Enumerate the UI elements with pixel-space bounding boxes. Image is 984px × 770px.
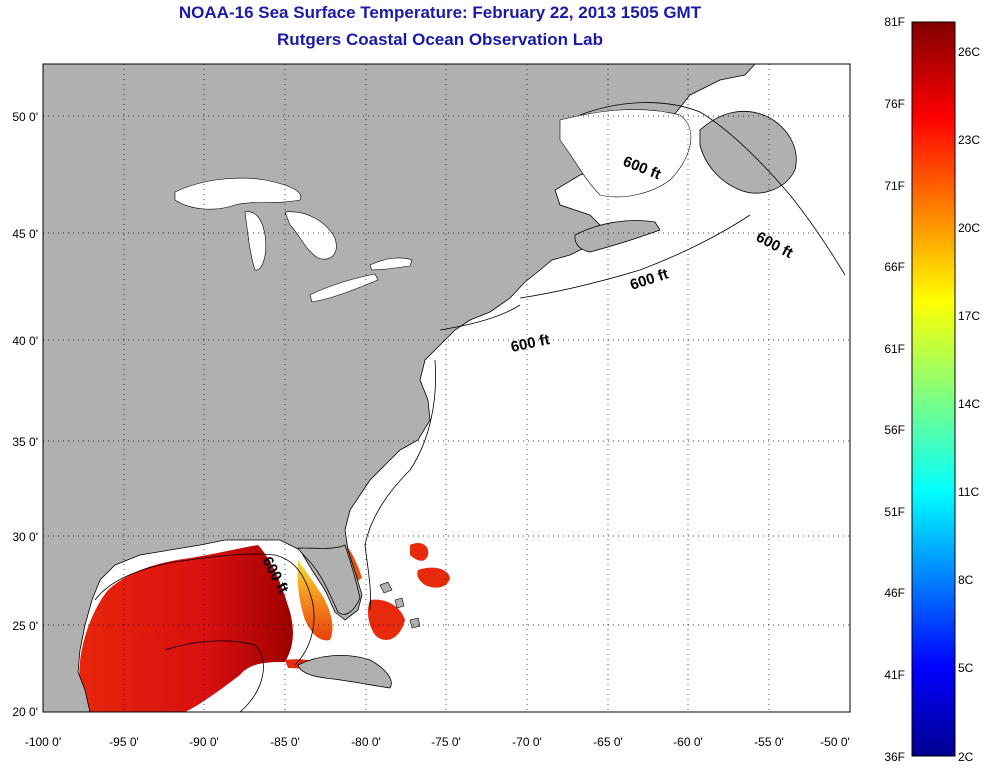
colorbar-c-label: 17C: [958, 309, 980, 323]
isobath-600ft-lines: [94, 102, 846, 712]
x-tick-label: -80 0': [351, 735, 381, 749]
y-tick-label: 25 0': [12, 619, 38, 633]
colorbar-f-label: 46F: [884, 586, 905, 600]
bahamas-land: [379, 581, 421, 629]
colorbar-c-label: 5C: [958, 661, 974, 675]
lake-superior: [174, 177, 302, 210]
y-tick-label: 50 0': [12, 110, 38, 124]
y-tick-label: 40 0': [12, 334, 38, 348]
lake-huron: [284, 211, 337, 260]
colorbar-f-label: 61F: [884, 342, 905, 356]
colorbar-c-label: 2C: [958, 750, 974, 764]
newfoundland-land: [699, 111, 797, 194]
y-axis-ticks: 50 0' 45 0' 40 0' 35 0' 30 0' 25 0' 20 0…: [12, 110, 38, 719]
colorbar-f-label: 81F: [884, 15, 905, 29]
x-tick-label: -65 0': [593, 735, 623, 749]
x-axis-ticks: -100 0' -95 0' -90 0' -85 0' -80 0' -75 …: [25, 735, 850, 749]
map-subtitle: Rutgers Coastal Ocean Observation Lab: [277, 30, 603, 49]
colorbar-c-label: 20C: [958, 221, 980, 235]
y-tick-label: 45 0': [12, 227, 38, 241]
lake-ontario: [369, 257, 413, 271]
x-tick-label: -50 0': [820, 735, 850, 749]
colorbar-c-labels: 26C 23C 20C 17C 14C 11C 8C 5C 2C: [958, 45, 980, 764]
colorbar-f-label: 41F: [884, 668, 905, 682]
florida-land: [297, 544, 361, 615]
x-tick-label: -100 0': [25, 735, 61, 749]
x-tick-label: -85 0': [270, 735, 300, 749]
colorbar: [911, 21, 956, 757]
colorbar-f-labels: 81F 76F 71F 66F 61F 56F 51F 46F 41F 36F: [884, 15, 905, 764]
gulf-sst-data: [79, 545, 293, 712]
x-tick-label: -95 0': [109, 735, 139, 749]
colorbar-f-label: 36F: [884, 750, 905, 764]
colorbar-f-label: 76F: [884, 97, 905, 111]
map-title: NOAA-16 Sea Surface Temperature: Februar…: [178, 3, 702, 22]
y-tick-label: 20 0': [12, 705, 38, 719]
colorbar-c-label: 23C: [958, 133, 980, 147]
y-tick-label: 35 0': [12, 435, 38, 449]
colorbar-f-label: 71F: [884, 179, 905, 193]
x-tick-label: -90 0': [189, 735, 219, 749]
north-america-land: [43, 64, 756, 712]
x-tick-label: -60 0': [673, 735, 703, 749]
y-tick-label: 30 0': [12, 530, 38, 544]
colorbar-c-label: 8C: [958, 573, 974, 587]
nova-scotia-land: [574, 220, 661, 253]
x-tick-label: -75 0': [431, 735, 461, 749]
colorbar-f-label: 51F: [884, 505, 905, 519]
gulf-of-st-lawrence: [559, 109, 692, 198]
colorbar-c-label: 14C: [958, 397, 980, 411]
cuba-land: [297, 655, 392, 689]
x-tick-label: -70 0': [512, 735, 542, 749]
lake-michigan: [244, 211, 267, 271]
lake-erie: [309, 273, 379, 303]
colorbar-c-label: 11C: [958, 485, 979, 499]
colorbar-f-label: 66F: [884, 260, 905, 274]
colorbar-f-label: 56F: [884, 423, 905, 437]
graticule: [43, 64, 850, 712]
x-tick-label: -55 0': [754, 735, 784, 749]
colorbar-c-label: 26C: [958, 45, 980, 59]
map-frame: [42, 63, 851, 713]
florida-shelf-sst: [297, 560, 333, 641]
